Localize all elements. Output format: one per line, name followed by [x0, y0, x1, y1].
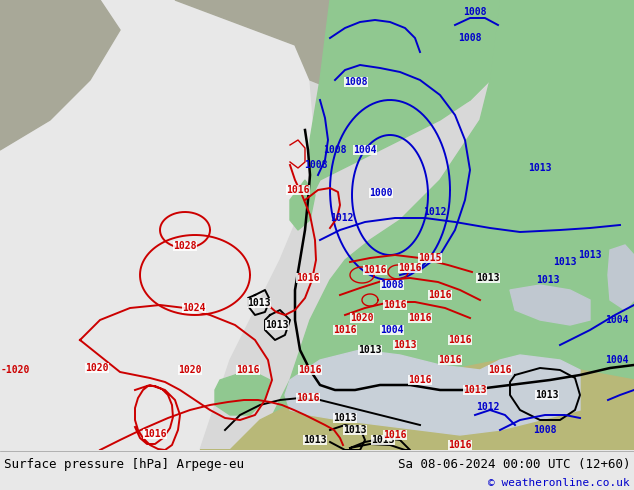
Text: 1016: 1016 — [383, 300, 407, 310]
Text: © weatheronline.co.uk: © weatheronline.co.uk — [488, 478, 630, 488]
Text: -1020: -1020 — [0, 365, 30, 375]
Text: Surface pressure [hPa] Arpege-eu: Surface pressure [hPa] Arpege-eu — [4, 458, 244, 470]
Text: 1000: 1000 — [369, 188, 392, 198]
Text: 1016: 1016 — [408, 313, 432, 323]
Text: 1020: 1020 — [350, 313, 374, 323]
Text: 1012: 1012 — [424, 207, 447, 217]
Text: 1016: 1016 — [398, 263, 422, 273]
Text: 1013: 1013 — [372, 435, 395, 445]
Text: 1016: 1016 — [143, 429, 167, 439]
Text: 1013: 1013 — [358, 345, 382, 355]
Polygon shape — [608, 245, 634, 310]
Text: 1008: 1008 — [344, 77, 368, 87]
Text: 1016: 1016 — [448, 440, 472, 450]
Polygon shape — [310, 0, 500, 200]
Text: 1013: 1013 — [333, 413, 357, 423]
Text: 1008: 1008 — [380, 280, 404, 290]
Text: 1016: 1016 — [333, 325, 357, 335]
Polygon shape — [420, 0, 500, 110]
Text: 1024: 1024 — [182, 303, 206, 313]
Text: 1004: 1004 — [380, 325, 404, 335]
Text: 1016: 1016 — [428, 290, 452, 300]
Text: 1013: 1013 — [393, 340, 417, 350]
Text: 1013: 1013 — [536, 275, 560, 285]
Text: 1008: 1008 — [323, 145, 347, 155]
Polygon shape — [510, 285, 590, 325]
Text: 1004: 1004 — [605, 355, 629, 365]
Text: 1008: 1008 — [463, 7, 487, 17]
Text: 1004: 1004 — [605, 315, 629, 325]
Text: 1013: 1013 — [303, 435, 327, 445]
Text: 1013: 1013 — [528, 163, 552, 173]
Text: 1013: 1013 — [343, 425, 366, 435]
Text: 1013: 1013 — [265, 320, 288, 330]
Text: 1016: 1016 — [236, 365, 260, 375]
Text: 1004: 1004 — [353, 145, 377, 155]
Text: 1013: 1013 — [463, 385, 487, 395]
Text: 1012: 1012 — [330, 213, 354, 223]
Text: 1016: 1016 — [438, 355, 462, 365]
Text: 1013: 1013 — [535, 390, 559, 400]
Polygon shape — [200, 360, 634, 450]
Text: 1016: 1016 — [383, 430, 407, 440]
Text: 1016: 1016 — [296, 393, 320, 403]
Text: 1020: 1020 — [85, 363, 109, 373]
Text: Sa 08-06-2024 00:00 UTC (12+60): Sa 08-06-2024 00:00 UTC (12+60) — [398, 458, 630, 470]
Polygon shape — [490, 0, 634, 220]
Polygon shape — [290, 180, 315, 230]
Polygon shape — [0, 0, 120, 150]
Polygon shape — [260, 0, 634, 450]
Text: 1008: 1008 — [533, 425, 557, 435]
Polygon shape — [175, 0, 400, 100]
Text: 1016: 1016 — [298, 365, 321, 375]
Text: 1015: 1015 — [418, 253, 442, 263]
Text: 1028: 1028 — [173, 241, 197, 251]
Text: 1020: 1020 — [178, 365, 202, 375]
Text: 1013: 1013 — [476, 273, 500, 283]
Text: 1013: 1013 — [247, 298, 271, 308]
Polygon shape — [0, 0, 315, 450]
Text: 1013: 1013 — [578, 250, 602, 260]
Text: 1013: 1013 — [553, 257, 577, 267]
Polygon shape — [215, 370, 270, 415]
Text: 1016: 1016 — [448, 335, 472, 345]
Text: 1012: 1012 — [476, 402, 500, 412]
Text: 1008: 1008 — [304, 160, 328, 170]
Polygon shape — [200, 0, 500, 450]
Text: 1016: 1016 — [488, 365, 512, 375]
Text: 1016: 1016 — [286, 185, 310, 195]
Text: 1016: 1016 — [408, 375, 432, 385]
Polygon shape — [285, 350, 580, 435]
Text: 1008: 1008 — [458, 33, 482, 43]
Text: 1016: 1016 — [296, 273, 320, 283]
Text: 1016: 1016 — [363, 265, 387, 275]
